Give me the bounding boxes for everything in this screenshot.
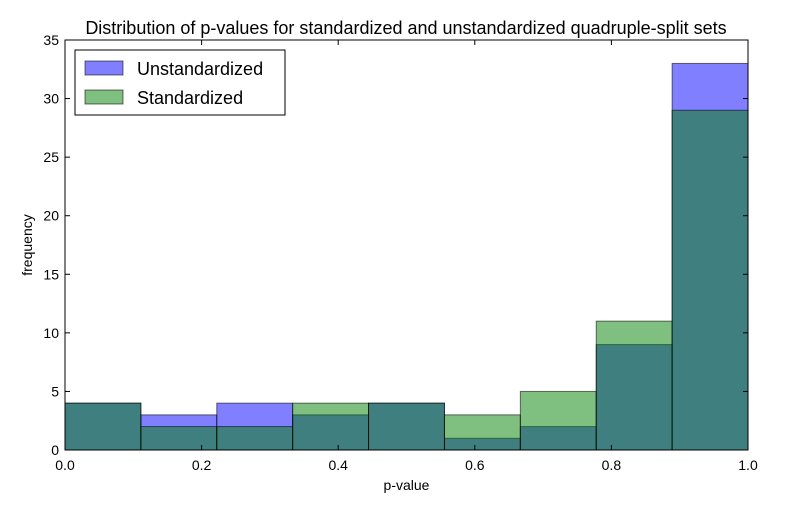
x-axis-label: p-value (384, 477, 430, 493)
y-tick-label-6: 30 (43, 91, 59, 107)
bar-standardized-3 (292, 402, 370, 451)
y-ticks: 0 5 10 15 20 25 30 35 (43, 32, 748, 458)
plot-frame (64, 39, 749, 451)
y-tick-label-0: 0 (51, 442, 59, 458)
x-tick-label-4: 0.8 (602, 457, 622, 473)
legend-swatch-unstandardized (84, 60, 124, 76)
y-tick-label-1: 5 (51, 383, 59, 399)
x-tick-label-0: 0.0 (55, 457, 75, 473)
bar-standardized-8 (671, 109, 749, 451)
x-tick-label-1: 0.2 (192, 457, 212, 473)
legend-swatch-standardized (84, 89, 124, 105)
x-tick-label-2: 0.4 (328, 457, 348, 473)
bar-standardized-6 (519, 390, 597, 451)
y-tick-label-3: 15 (43, 266, 59, 282)
y-tick-label-7: 35 (43, 32, 59, 48)
y-tick-label-4: 20 (43, 208, 59, 224)
x-ticks: 0.0 0.2 0.4 0.6 0.8 1.0 (55, 40, 758, 473)
legend-label-standardized: Standardized (137, 88, 243, 108)
bar-standardized-2 (216, 426, 294, 451)
bar-standardized-1 (140, 426, 218, 451)
y-tick-label-5: 25 (43, 149, 59, 165)
bar-standardized-7 (595, 320, 673, 451)
x-tick-label-3: 0.6 (465, 457, 485, 473)
legend: Unstandardized Standardized (74, 49, 286, 116)
chart-title: Distribution of p-values for standardize… (85, 18, 726, 38)
bar-standardized-4 (368, 402, 445, 451)
series-standardized (64, 109, 749, 451)
bar-standardized-0 (64, 402, 142, 451)
x-tick-label-5: 1.0 (738, 457, 758, 473)
y-tick-label-2: 10 (43, 325, 59, 341)
bar-standardized-5 (443, 414, 521, 451)
legend-label-unstandardized: Unstandardized (137, 59, 263, 79)
y-axis-label: frequency (19, 214, 35, 275)
bars-layer (64, 62, 749, 451)
